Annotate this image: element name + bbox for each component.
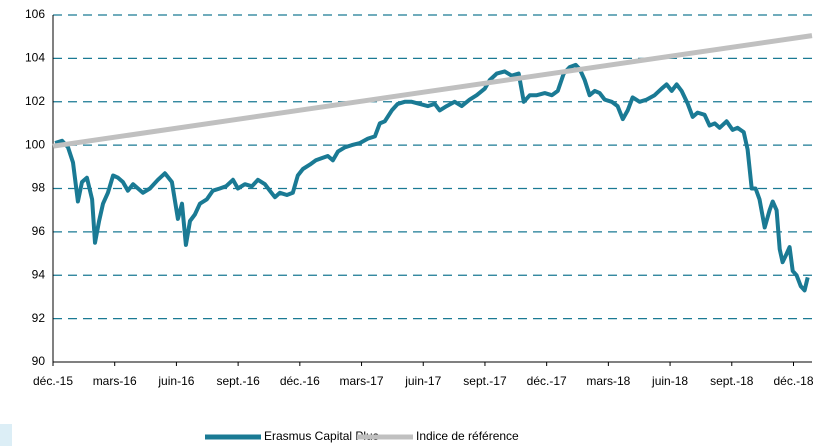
x-tick-label: mars-17 (340, 374, 384, 388)
y-tick-label: 90 (32, 354, 46, 368)
x-tick-label: déc.-17 (527, 374, 567, 388)
x-tick-label: juin-17 (404, 374, 441, 388)
x-tick-label: mars-18 (586, 374, 630, 388)
y-tick-label: 92 (32, 311, 46, 325)
x-tick-label: déc.-15 (33, 374, 73, 388)
x-tick-label: juin-18 (651, 374, 688, 388)
series-line (52, 33, 813, 149)
y-tick-label: 94 (32, 267, 46, 281)
y-tick-label: 104 (25, 51, 45, 65)
legend-label: Erasmus Capital Plus (264, 429, 379, 443)
y-tick-label: 102 (25, 94, 45, 108)
x-tick-label: sept.-18 (710, 374, 754, 388)
legend-label: Indice de référence (416, 429, 519, 443)
x-tick-label: sept.-17 (463, 374, 507, 388)
y-tick-label: 98 (32, 181, 46, 195)
corner-decoration (0, 424, 12, 446)
x-tick-label: déc.-18 (773, 374, 813, 388)
y-tick-label: 106 (25, 7, 45, 21)
x-tick-label: déc.-16 (280, 374, 320, 388)
x-tick-label: juin-16 (157, 374, 194, 388)
series-line (54, 62, 810, 293)
x-tick-label: sept.-16 (216, 374, 260, 388)
x-tick-label: mars-16 (93, 374, 137, 388)
y-tick-label: 100 (25, 137, 45, 151)
y-tick-label: 96 (32, 224, 46, 238)
